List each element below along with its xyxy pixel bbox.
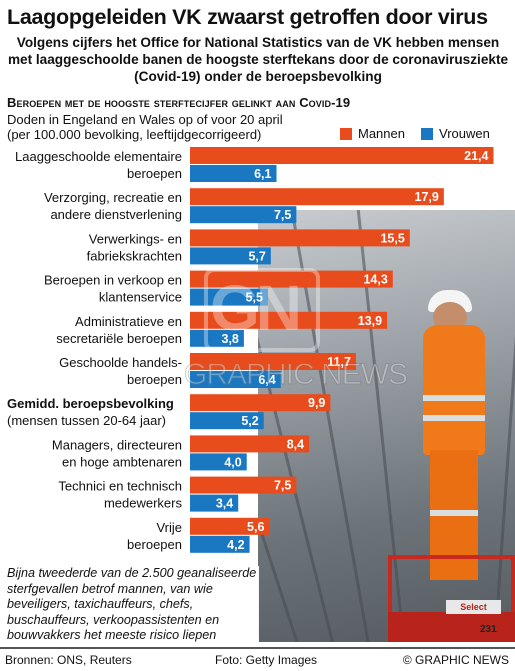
data-label: 11,7 [327, 355, 351, 369]
category-label: secretariële beroepen [56, 331, 182, 346]
bar-men [190, 517, 270, 535]
data-label: 4,0 [224, 455, 241, 469]
category-label: andere dienstverlening [50, 207, 182, 222]
bar-women [190, 412, 264, 430]
data-label: 5,2 [241, 414, 258, 428]
data-label: 7,5 [274, 479, 291, 493]
category-label: Administratieve en [75, 314, 182, 329]
bar-women [190, 535, 250, 553]
legend-swatch-women [421, 128, 433, 140]
chart-subtitle-line2: (per 100.000 bevolking, leeftijdgecorrig… [7, 127, 262, 142]
legend-label-women: Vrouwen [439, 126, 490, 141]
bar-women [190, 494, 239, 512]
sources: Bronnen: ONS, Reuters [5, 653, 132, 667]
bar-women [190, 371, 281, 388]
bar-women [190, 247, 271, 265]
category-label: Gemidd. beroepsbevolking [7, 396, 174, 411]
chart-header: Beroepen met de hoogste sterftecijfer ge… [7, 95, 351, 110]
bar-men [190, 476, 297, 494]
lift-number: 231 [480, 624, 497, 635]
data-label: 5,6 [247, 520, 264, 534]
category-label: beroepen [127, 166, 182, 181]
data-label: 17,9 [415, 190, 439, 204]
data-label: 3,4 [216, 497, 233, 511]
category-label: beroepen [127, 372, 182, 387]
data-label: 6,1 [254, 167, 271, 181]
bar-men [190, 311, 388, 329]
data-label: 14,3 [363, 273, 387, 287]
category-label: en hoge ambtenaren [62, 454, 182, 469]
lift-brand: Select [446, 600, 501, 614]
bar-men [190, 353, 356, 370]
category-label: Verzorging, recreatie en [44, 190, 182, 205]
data-label: 15,5 [380, 231, 404, 245]
copyright: © GRAPHIC NEWS [402, 653, 509, 667]
page-title: Laagopgeleiden VK zwaarst getroffen door… [7, 5, 488, 29]
footer-divider [0, 647, 515, 649]
chart-subtitle-line1: Doden in Engeland en Wales op of voor 20… [7, 112, 283, 127]
category-label: fabriekskrachten [87, 248, 182, 263]
category-label: Technici en technisch [58, 479, 182, 494]
hi-vis-vest [423, 325, 485, 455]
page-subtitle: Volgens cijfers het Office for National … [7, 35, 509, 84]
category-label: Beroepen in verkoop en [44, 273, 182, 288]
bar-men [190, 188, 444, 206]
bar-men [190, 270, 393, 288]
bar-women [190, 206, 297, 224]
bar-women [190, 165, 277, 182]
data-label: 13,9 [358, 314, 382, 328]
data-label: 6,4 [258, 373, 275, 387]
bar-men [190, 229, 410, 247]
category-label: Laaggeschoolde elementaire [15, 149, 182, 164]
category-label: Geschoolde handels- [59, 355, 182, 370]
bar-men [190, 435, 310, 453]
footnote: Bijna tweederde van de 2.500 geanaliseer… [7, 566, 259, 644]
category-label: klantenservice [99, 290, 182, 305]
data-label: 9,9 [308, 396, 325, 410]
category-label: Verwerkings- en [89, 231, 182, 246]
data-label: 5,7 [248, 249, 265, 263]
category-label: Managers, directeuren [52, 437, 182, 452]
data-label: 5,5 [246, 291, 263, 305]
category-label: beroepen [127, 537, 182, 552]
data-label: 3,8 [222, 332, 239, 346]
photo-credit: Foto: Getty Images [215, 653, 318, 667]
data-label: 8,4 [287, 437, 304, 451]
footer: Bronnen: ONS, Reuters Foto: Getty Images… [0, 649, 515, 671]
category-label: medewerkers [104, 496, 183, 511]
data-label: 4,2 [227, 538, 244, 552]
bar-women [190, 329, 244, 347]
category-label: Vrije [156, 520, 182, 535]
bar-women [190, 453, 247, 471]
lift-platform [388, 612, 515, 642]
data-label: 21,4 [464, 149, 488, 163]
lift-rail [388, 555, 515, 615]
legend-label-men: Mannen [358, 126, 405, 141]
bar-women [190, 288, 268, 306]
legend-swatch-men [340, 128, 352, 140]
bar-men [190, 394, 331, 412]
data-label: 7,5 [274, 208, 291, 222]
bar-men [190, 147, 494, 164]
category-label: (mensen tussen 20-64 jaar) [7, 413, 166, 428]
